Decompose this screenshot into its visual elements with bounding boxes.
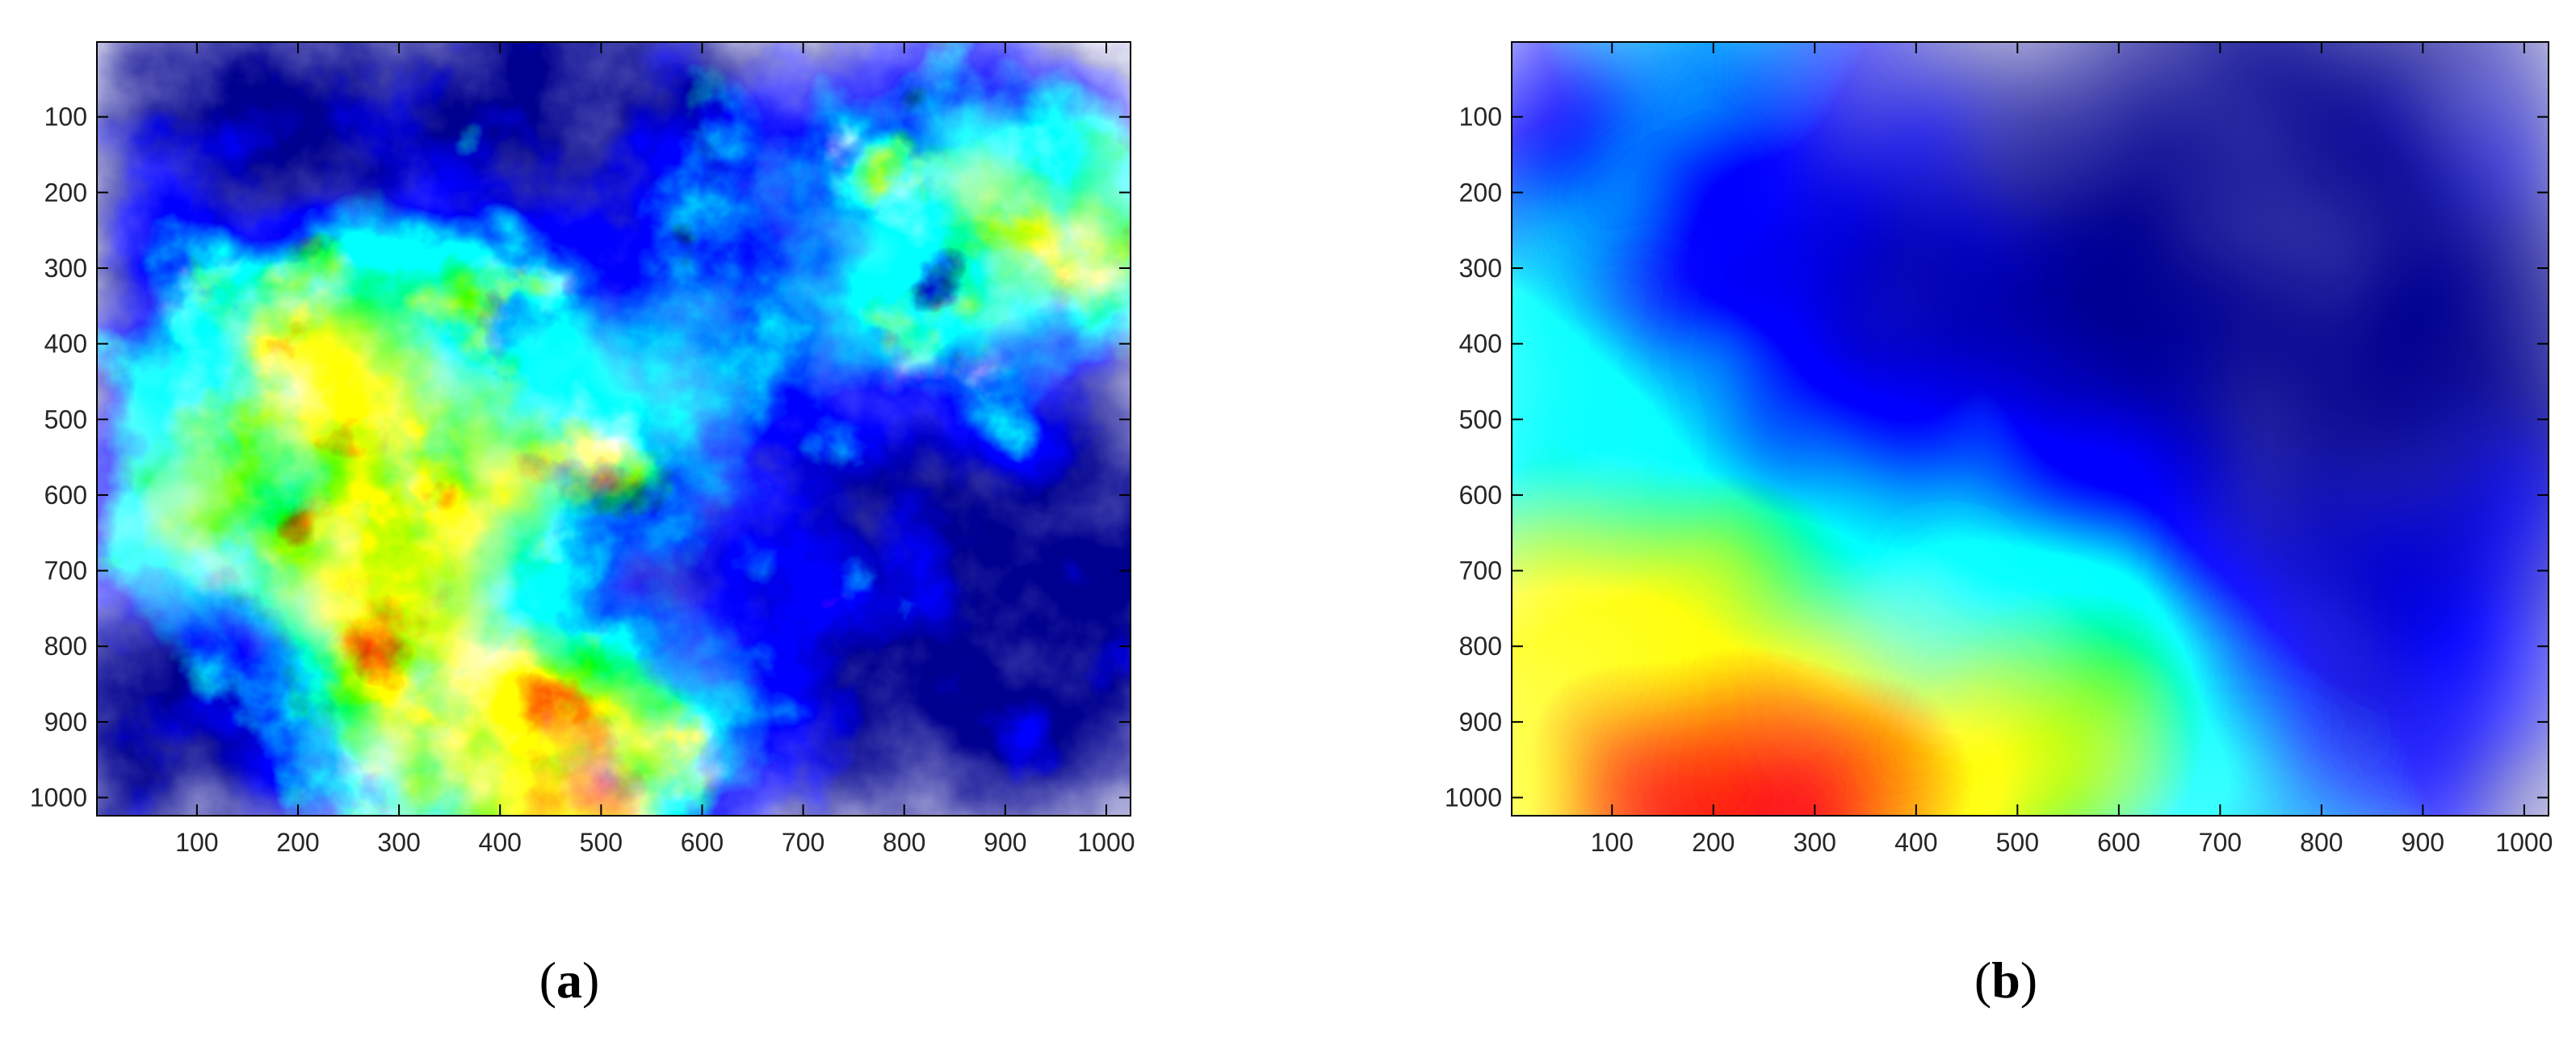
panel-caption-b: (b) — [1974, 951, 2037, 1009]
x-tick-label: 700 — [2199, 828, 2242, 857]
axis-ticks-a: 100 200 300 400 500 600 700 800 900 1000 100 200 300… — [30, 42, 1135, 857]
x-tick-label: 800 — [883, 828, 925, 857]
axis-ticks-b: 100 200 300 400 500 600 700 800 900 1000 100 200 300… — [1445, 42, 2553, 857]
heatmap-region-13 — [975, 411, 1131, 654]
y-tick-label: 700 — [1459, 556, 1502, 586]
y-tick-label: 800 — [1459, 632, 1502, 661]
heatmap-region-11 — [97, 615, 268, 816]
y-tick-label: 500 — [1459, 405, 1502, 434]
y-tick-label: 800 — [44, 632, 87, 661]
heatmap-region-4 — [308, 563, 551, 806]
y-tick-label: 900 — [1459, 707, 1502, 737]
y-tick-label: 200 — [1459, 178, 1502, 207]
axes-box — [96, 41, 1131, 817]
panel-caption-a: (a) — [539, 951, 600, 1009]
y-tick-label: 600 — [44, 481, 87, 510]
panel-b: 100 200 300 400 500 600 700 800 900 1000 100 200 300… — [1445, 41, 2553, 1009]
heatmap-region-16 — [581, 147, 824, 390]
x-tick-label: 400 — [479, 828, 522, 857]
heatmap-region-8 — [429, 42, 672, 200]
heatmap-plot-area-a — [96, 41, 1131, 817]
x-tick-label: 900 — [984, 828, 1026, 857]
x-tick-label: 300 — [377, 828, 420, 857]
x-tick-label: 200 — [1692, 828, 1735, 857]
y-tick-label: 100 — [1459, 103, 1502, 132]
y-tick-label: 600 — [1459, 481, 1502, 510]
heatmap-region-14 — [2233, 461, 2549, 801]
heatmap-field — [1512, 42, 2549, 816]
heatmap-region-17 — [581, 449, 824, 692]
y-tick-label: 500 — [44, 405, 87, 434]
heatmap-region-12 — [1645, 113, 1985, 453]
heatmap-region-15 — [1969, 42, 2309, 363]
x-tick-label: 300 — [1794, 828, 1836, 857]
heatmap-region-15 — [934, 600, 1131, 816]
heatmap-field-source — [97, 42, 1131, 816]
axes-box — [1511, 41, 2549, 817]
panel-a: 100 200 300 400 500 600 700 800 900 1000 100 200 300… — [30, 41, 1135, 1009]
x-tick-label: 100 — [175, 828, 218, 857]
x-tick-label: 1000 — [2495, 828, 2553, 857]
y-tick-label: 700 — [44, 556, 87, 586]
heatmap-field-source — [1512, 42, 2549, 816]
heatmap-plot-area-b — [1511, 41, 2549, 817]
y-tick-label: 400 — [1459, 330, 1502, 359]
x-tick-label: 600 — [681, 828, 724, 857]
x-tick-label: 600 — [2097, 828, 2140, 857]
heatmap-region-10 — [126, 42, 369, 238]
y-tick-label: 400 — [44, 330, 87, 359]
x-tick-label: 100 — [1591, 828, 1634, 857]
y-tick-label: 100 — [44, 103, 87, 132]
heatmap-region-2 — [97, 411, 338, 654]
y-tick-label: 200 — [44, 178, 87, 207]
x-tick-label: 1000 — [1077, 828, 1135, 857]
heatmap-field — [97, 42, 1131, 816]
x-tick-label: 500 — [580, 828, 623, 857]
x-tick-label: 500 — [1996, 828, 2039, 857]
heatmap-region-7 — [762, 207, 1005, 450]
x-tick-label: 900 — [2402, 828, 2444, 857]
y-tick-label: 900 — [44, 707, 87, 737]
y-tick-label: 300 — [44, 254, 87, 283]
x-tick-label: 800 — [2300, 828, 2343, 857]
x-tick-label: 700 — [782, 828, 824, 857]
y-tick-label: 1000 — [1445, 783, 1502, 812]
y-tick-label: 300 — [1459, 254, 1502, 283]
y-tick-label: 1000 — [30, 783, 87, 812]
x-tick-label: 200 — [276, 828, 319, 857]
x-tick-label: 400 — [1894, 828, 1937, 857]
